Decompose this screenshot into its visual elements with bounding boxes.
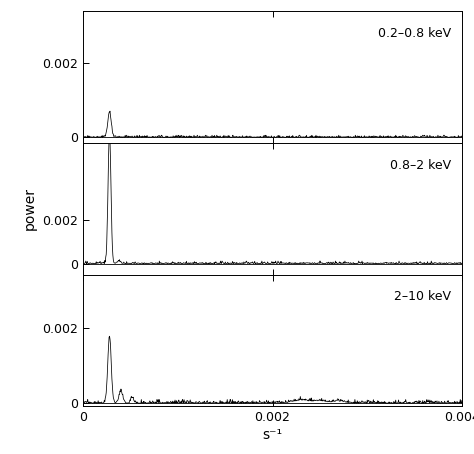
- Text: 0.2–0.8 keV: 0.2–0.8 keV: [378, 27, 451, 40]
- Text: 2–10 keV: 2–10 keV: [394, 291, 451, 303]
- Text: 0.8–2 keV: 0.8–2 keV: [390, 159, 451, 172]
- Y-axis label: power: power: [23, 188, 36, 230]
- X-axis label: s⁻¹: s⁻¹: [263, 429, 283, 442]
